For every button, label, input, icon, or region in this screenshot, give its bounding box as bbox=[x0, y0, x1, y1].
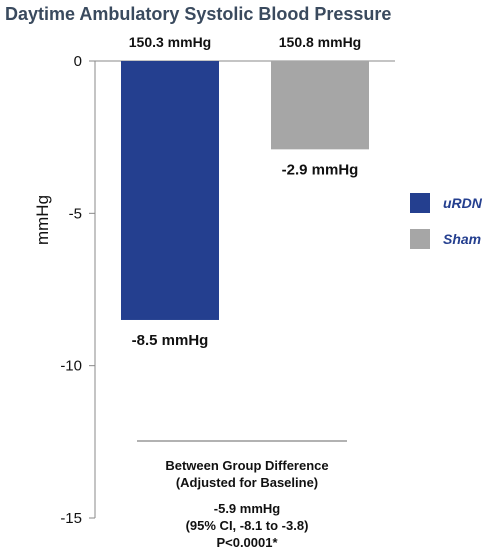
annotation-heading-2: (Adjusted for Baseline) bbox=[176, 475, 318, 490]
group-difference-annotation: Between Group Difference (Adjusted for B… bbox=[165, 458, 328, 550]
bar-sham bbox=[271, 61, 369, 150]
legend: uRDN Sham bbox=[410, 193, 483, 249]
bar-urdn bbox=[121, 61, 219, 320]
legend-swatch-urdn bbox=[410, 193, 430, 213]
legend-label-sham: Sham bbox=[443, 231, 481, 247]
legend-swatch-sham bbox=[410, 229, 430, 249]
annotation-p-value: P<0.0001* bbox=[216, 535, 278, 550]
annotation-ci: (95% CI, -8.1 to -3.8) bbox=[186, 518, 309, 533]
legend-label-urdn: uRDN bbox=[443, 195, 483, 211]
y-tick-label--5: -5 bbox=[69, 205, 82, 222]
annotation-difference: -5.9 mmHg bbox=[214, 501, 281, 516]
baseline-label-urdn: 150.3 mmHg bbox=[129, 34, 211, 50]
data-label-sham: -2.9 mmHg bbox=[282, 161, 359, 178]
y-axis-label: mmHg bbox=[33, 195, 52, 245]
y-tick-label-0: 0 bbox=[74, 53, 82, 70]
chart-title: Daytime Ambulatory Systolic Blood Pressu… bbox=[5, 4, 391, 24]
y-tick-label--10: -10 bbox=[60, 358, 82, 375]
annotation-heading-1: Between Group Difference bbox=[165, 458, 328, 473]
data-label-urdn: -8.5 mmHg bbox=[132, 332, 209, 349]
baseline-label-sham: 150.8 mmHg bbox=[279, 34, 361, 50]
y-tick-label--15: -15 bbox=[60, 510, 82, 527]
